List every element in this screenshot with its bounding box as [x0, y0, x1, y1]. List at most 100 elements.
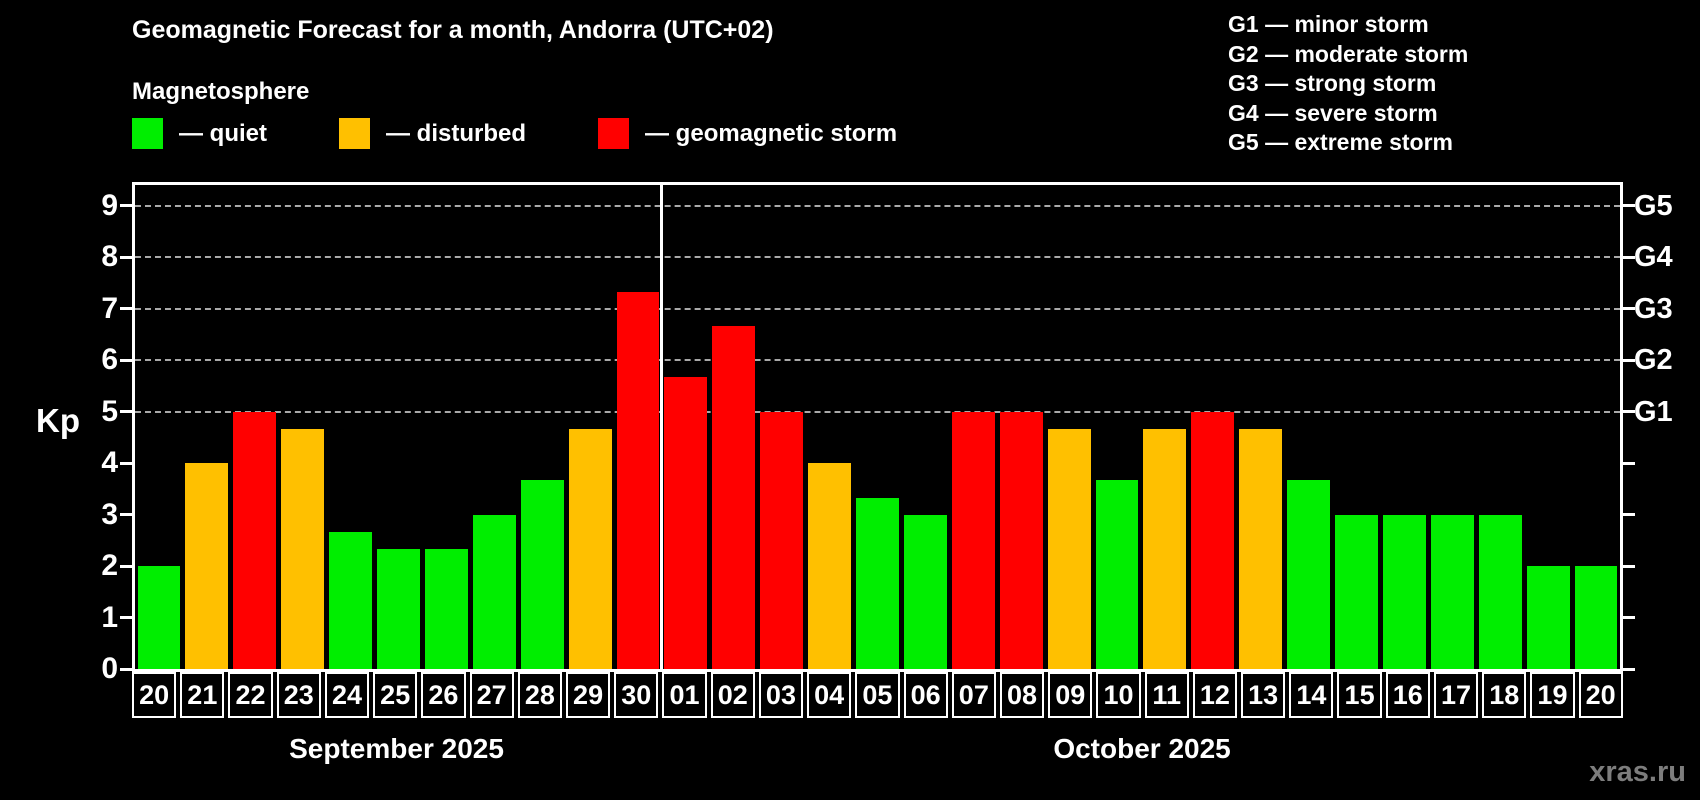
quiet-swatch-icon [132, 118, 163, 149]
kp-bar-day-17-oct [1430, 514, 1474, 669]
g-axis-label-g3: G3 [1634, 292, 1673, 325]
kp-bar-day-23-sep [281, 428, 325, 669]
y-tick-label-5: 5 [101, 394, 118, 428]
kp-bar-day-28-sep [520, 480, 564, 669]
day-label-30-sep: 30 [614, 672, 659, 718]
day-label-28-sep: 28 [517, 672, 562, 718]
y-axis-title: Kp [36, 402, 80, 439]
right-tick-mark [1623, 410, 1635, 414]
kp-bar-day-09-oct [1047, 428, 1091, 669]
kp-bar-day-02-oct [712, 325, 756, 669]
right-tick-mark [1623, 204, 1635, 208]
g-scale-item-g1: G1 — minor storm [1228, 11, 1429, 37]
day-label-21-sep: 21 [180, 672, 225, 718]
right-tick-mark [1623, 255, 1635, 259]
chart-plot-area [120, 182, 1635, 672]
left-tick-mark [120, 513, 132, 517]
kp-bar-day-10-oct [1095, 480, 1139, 669]
day-label-22-sep: 22 [228, 672, 273, 718]
kp-bar-day-07-oct [951, 411, 995, 669]
left-tick-mark [120, 667, 132, 671]
right-tick-mark [1623, 616, 1635, 619]
day-label-23-sep: 23 [276, 672, 321, 718]
left-tick-mark [120, 564, 132, 568]
right-tick-mark [1623, 461, 1635, 465]
day-label-19-oct: 19 [1530, 672, 1575, 718]
left-tick-mark [120, 616, 132, 619]
kp-bar-day-26-sep [424, 549, 468, 669]
kp-bar-day-05-oct [856, 497, 899, 669]
disturbed-swatch-icon [339, 118, 370, 149]
kp-bar-day-29-sep [568, 428, 612, 669]
day-label-06-oct: 06 [903, 672, 948, 718]
left-tick-mark [120, 461, 132, 465]
x-axis-day-labels: 20 21 22 23 24 25 26 27 28 29 30 01 02 03 04 05 06 07 08 09… [132, 672, 1623, 718]
kp-bar-day-15-oct [1335, 514, 1378, 669]
y-tick-label-1: 1 [101, 600, 118, 634]
g-axis-label-g1: G1 [1634, 395, 1673, 428]
month-separator-line [660, 185, 664, 669]
day-label-08-oct: 08 [999, 672, 1045, 718]
gridline-kp-8 [135, 256, 1620, 259]
kp-bar-day-20-oct [1574, 566, 1618, 669]
legend-label-disturbed: — disturbed [386, 119, 527, 147]
day-label-07-oct: 07 [951, 672, 996, 718]
kp-bar-day-03-oct [760, 411, 804, 669]
y-tick-label-9: 9 [101, 188, 118, 222]
kp-bar-day-13-oct [1239, 428, 1283, 669]
right-tick-mark [1623, 513, 1635, 517]
y-tick-label-3: 3 [101, 497, 118, 531]
page-title: Geomagnetic Forecast for a month, Andorr… [132, 16, 774, 44]
legend-item-disturbed: — disturbed [339, 118, 526, 149]
magnetosphere-subtitle: Magnetosphere [132, 78, 310, 105]
kp-bar-day-19-oct [1526, 566, 1570, 669]
y-tick-label-6: 6 [101, 343, 118, 377]
day-label-20-sep: 20 [132, 672, 177, 718]
month-label-october: October 2025 [1053, 733, 1231, 764]
day-label-13-oct: 13 [1241, 672, 1286, 718]
day-label-18-oct: 18 [1482, 672, 1527, 718]
g-scale-item-g2: G2 — moderate storm [1228, 40, 1469, 67]
day-label-26-sep: 26 [421, 672, 466, 718]
day-label-27-sep: 27 [469, 672, 514, 718]
g-scale-item-g3: G3 — strong storm [1228, 70, 1437, 96]
kp-bar-day-30-sep [616, 291, 660, 669]
g-axis-label-g4: G4 [1634, 241, 1673, 274]
day-label-11-oct: 11 [1144, 672, 1189, 718]
day-label-17-oct: 17 [1433, 672, 1479, 718]
legend-label-storm: — geomagnetic storm [645, 119, 898, 147]
day-label-14-oct: 14 [1289, 672, 1334, 718]
legend-item-storm: — geomagnetic storm [598, 118, 897, 149]
kp-bar-day-25-sep [377, 549, 420, 669]
kp-bar-day-16-oct [1382, 514, 1426, 669]
y-tick-label-0: 0 [101, 652, 118, 685]
kp-bar-day-11-oct [1143, 428, 1187, 669]
right-tick-mark [1623, 667, 1635, 671]
gridline-kp-6 [135, 359, 1620, 362]
y-tick-label-4: 4 [101, 446, 118, 480]
day-label-12-oct: 12 [1192, 672, 1238, 718]
status-legend: — quiet — disturbed — geomagnetic storm [132, 118, 969, 149]
g-scale-item-g5: G5 — extreme storm [1228, 129, 1453, 155]
kp-bar-day-06-oct [903, 514, 947, 669]
y-tick-label-2: 2 [101, 549, 118, 583]
y-tick-label-8: 8 [101, 240, 118, 274]
day-label-29-sep: 29 [565, 672, 611, 718]
kp-bar-day-14-oct [1287, 480, 1331, 669]
legend-item-quiet: — quiet [132, 118, 267, 149]
month-labels: September 2025 October 2025 [132, 733, 1623, 767]
kp-bar-day-04-oct [808, 463, 852, 669]
g-scale-item-g4: G4 — severe storm [1228, 99, 1438, 126]
kp-bar-day-22-sep [233, 411, 277, 669]
day-label-03-oct: 03 [758, 672, 804, 718]
watermark: xras.ru [1589, 756, 1686, 788]
kp-bar-day-08-oct [999, 411, 1043, 669]
y-tick-label-7: 7 [101, 291, 118, 325]
day-label-20-oct: 20 [1578, 672, 1623, 718]
day-label-02-oct: 02 [710, 672, 755, 718]
day-label-25-sep: 25 [373, 672, 418, 718]
left-tick-mark [120, 358, 132, 362]
gridline-kp-7 [135, 307, 1620, 310]
kp-bar-day-27-sep [472, 514, 516, 669]
